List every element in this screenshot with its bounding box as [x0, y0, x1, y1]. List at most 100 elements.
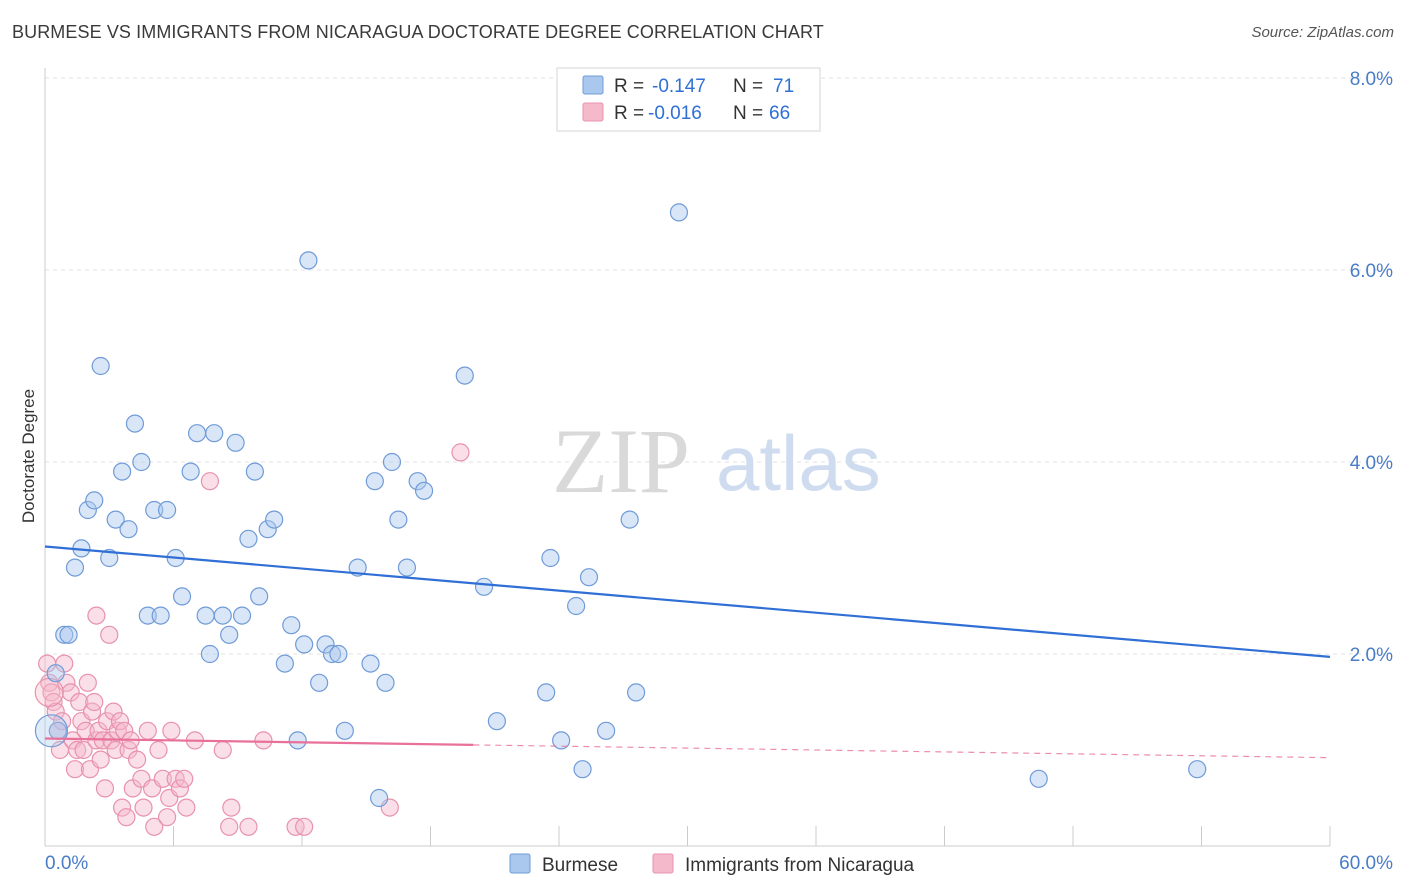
- nicaragua-point: [74, 740, 93, 760]
- nicaragua-point: [254, 731, 273, 750]
- burmese-point: [138, 606, 157, 625]
- burmese-point: [408, 472, 427, 491]
- watermark-atlas: atlas: [716, 419, 881, 507]
- grid-lines: [45, 77, 1392, 655]
- nicaragua-trend-line-extension: [473, 744, 1331, 759]
- nicaragua-point: [46, 702, 65, 721]
- burmese-point: [65, 558, 85, 577]
- legend-swatch-nicaragua: [582, 102, 604, 122]
- burmese-point: [282, 616, 301, 635]
- x-tick-label: 0.0%: [45, 853, 88, 874]
- y-tick-label: 6.0%: [1350, 261, 1393, 282]
- burmese-point: [55, 625, 74, 644]
- y-axis-title: Doctorate Degree: [19, 389, 38, 523]
- burmese-point: [106, 510, 125, 529]
- legend-n-value-nicaragua: 66: [769, 103, 790, 124]
- burmese-point: [295, 635, 314, 654]
- x-tick-label: 60.0%: [1339, 853, 1393, 874]
- nicaragua-point: [34, 677, 64, 708]
- chart-title: BURMESE VS IMMIGRANTS FROM NICARAGUA DOC…: [12, 22, 824, 42]
- burmese-point: [370, 788, 389, 808]
- burmese-point: [250, 587, 269, 606]
- top-legend: R = -0.147 N = 71 R = -0.016 N = 66: [556, 67, 821, 132]
- burmese-point: [213, 606, 232, 625]
- burmese-point: [205, 424, 224, 443]
- burmese-point: [669, 203, 689, 222]
- nicaragua-point: [85, 692, 104, 712]
- burmese-point: [226, 433, 245, 452]
- burmese-point: [1029, 769, 1048, 788]
- source-label: Source: ZipAtlas.com: [1251, 24, 1394, 41]
- legend-r-value-nicaragua: -0.016: [648, 103, 702, 124]
- nicaragua-point: [239, 817, 258, 836]
- burmese-point: [151, 606, 170, 625]
- burmese-point: [112, 462, 132, 481]
- legend-n-label-burmese: N =: [733, 76, 763, 97]
- burmese-point: [361, 654, 380, 673]
- nicaragua-point: [213, 740, 232, 760]
- burmese-point: [181, 462, 200, 481]
- burmese-point: [34, 714, 69, 748]
- nicaragua-point: [127, 750, 147, 769]
- watermark-zip: ZIP: [552, 410, 690, 512]
- burmese-point: [91, 356, 110, 376]
- burmese-point: [46, 664, 65, 683]
- axes: [44, 68, 1331, 847]
- burmese-point: [200, 644, 220, 664]
- nicaragua-point: [117, 808, 136, 827]
- nicaragua-point: [200, 472, 220, 491]
- burmese-point: [414, 481, 434, 500]
- burmese-point: [397, 558, 417, 577]
- burmese-point: [125, 414, 145, 433]
- nicaragua-point: [110, 712, 130, 731]
- nicaragua-point: [138, 721, 157, 740]
- burmese-point: [299, 251, 318, 270]
- burmese-point: [389, 510, 408, 529]
- legend-r-value-burmese: -0.147: [652, 76, 706, 97]
- nicaragua-point: [65, 760, 85, 779]
- burmese-point: [187, 424, 207, 443]
- y-tick-label: 8.0%: [1350, 69, 1393, 90]
- y-tick-label: 2.0%: [1350, 645, 1393, 666]
- burmese-point: [220, 625, 239, 644]
- burmese-point: [579, 568, 599, 587]
- nicaragua-point: [220, 817, 239, 836]
- nicaragua-point: [134, 798, 153, 817]
- burmese-point: [239, 529, 258, 548]
- legend-r-label-burmese: R =: [614, 76, 644, 97]
- burmese-trend-line: [44, 545, 1331, 658]
- nicaragua-point: [222, 798, 241, 817]
- watermark: ZIP atlas: [552, 410, 881, 512]
- burmese-point: [119, 520, 138, 539]
- legend-swatch-burmese: [582, 75, 604, 95]
- nicaragua-point: [91, 750, 110, 769]
- burmese-point: [552, 731, 571, 750]
- y-tick-label: 4.0%: [1350, 453, 1393, 474]
- nicaragua-point: [175, 769, 194, 788]
- burmese-point: [455, 366, 474, 385]
- burmese-point: [316, 635, 335, 654]
- burmese-point: [59, 625, 78, 644]
- burmese-point: [85, 491, 104, 510]
- x-tick-labels: 0.0% 60.0%: [45, 853, 1393, 874]
- bottom-legend-burmese: Burmese: [542, 855, 618, 876]
- nicaragua-point: [87, 606, 106, 625]
- burmese-points: [34, 107, 1207, 808]
- burmese-point: [322, 644, 342, 664]
- y-tick-labels: 2.0% 4.0% 6.0% 8.0%: [1350, 69, 1393, 666]
- bottom-legend-nicaragua: Immigrants from Nicaragua: [685, 855, 915, 876]
- burmese-point: [132, 452, 151, 472]
- burmese-point: [597, 721, 616, 740]
- nicaragua-point: [153, 769, 172, 788]
- nicaragua-point: [149, 740, 168, 760]
- nicaragua-point: [95, 779, 115, 798]
- burmese-point: [376, 673, 395, 692]
- burmese-point: [245, 462, 264, 481]
- burmese-point: [78, 500, 97, 520]
- burmese-point: [487, 712, 506, 731]
- burmese-point: [537, 683, 556, 702]
- bottom-legend-swatch-nicaragua: [652, 853, 674, 874]
- burmese-point: [474, 577, 494, 596]
- legend-r-label-nicaragua: R =: [614, 103, 644, 124]
